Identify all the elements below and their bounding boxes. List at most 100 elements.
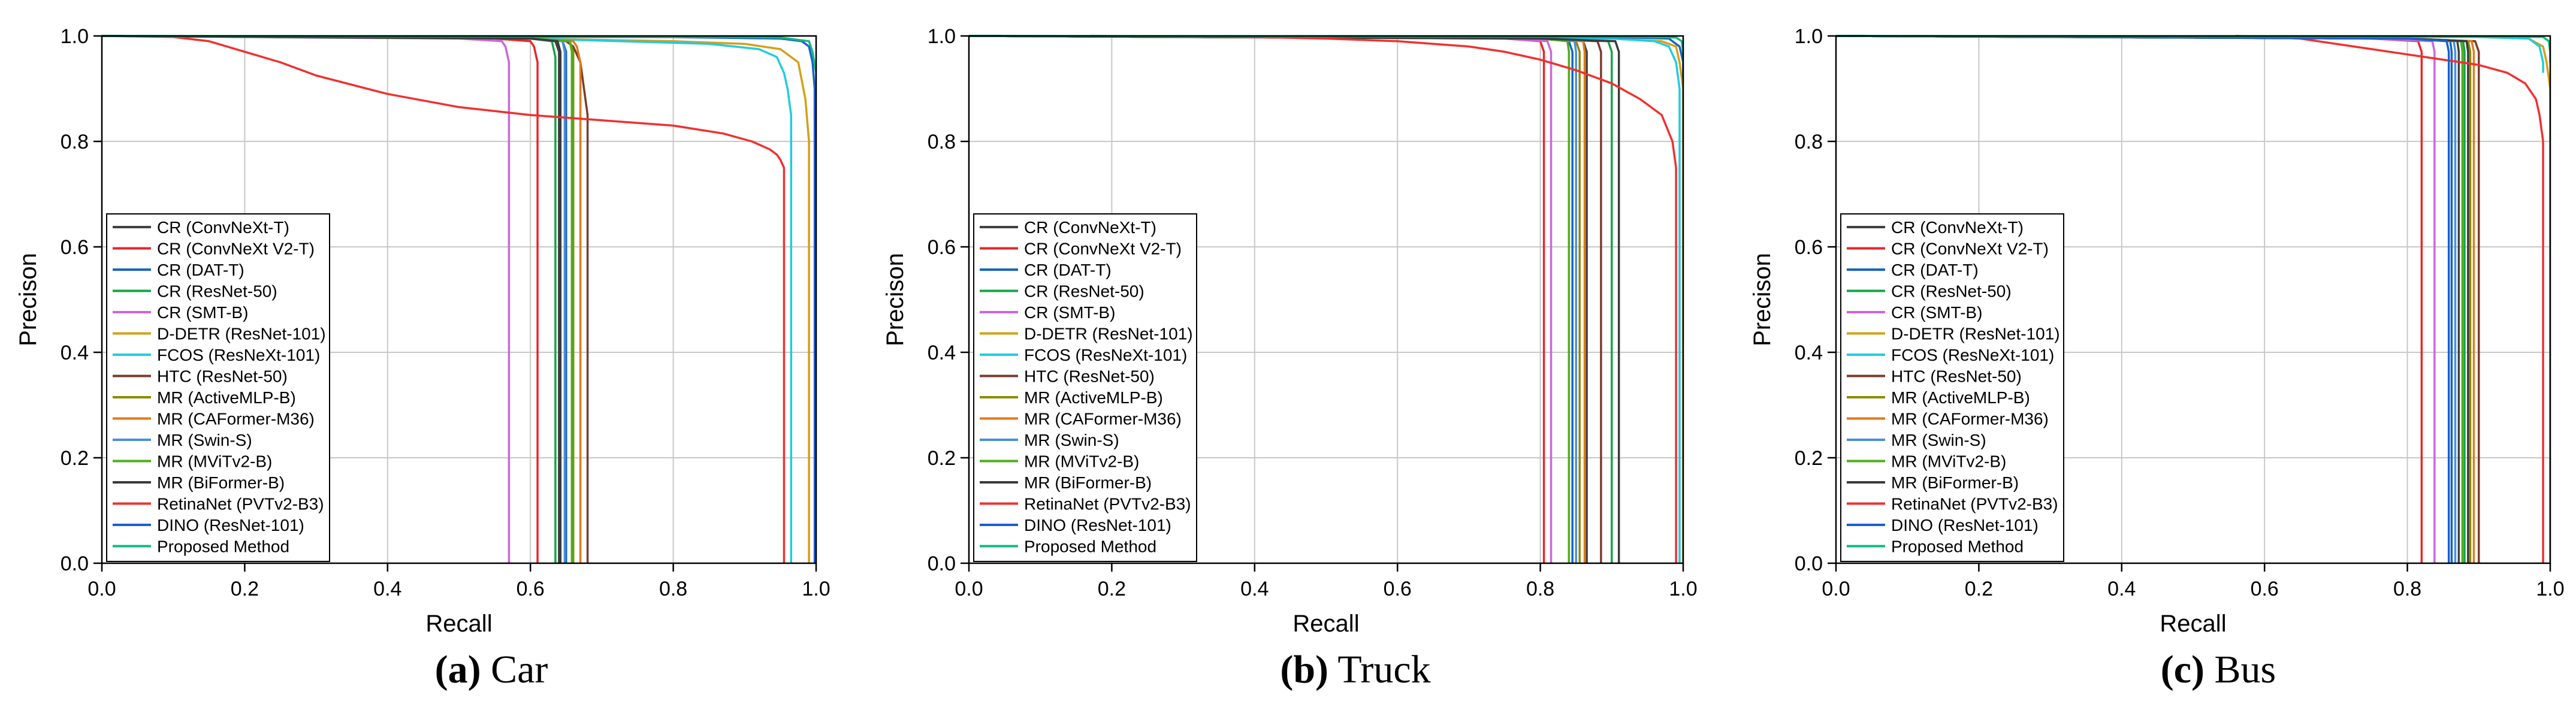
series-line-13 xyxy=(1090,35,1677,563)
legend-entry-0: CR (ConvNeXt-T) xyxy=(1024,218,1156,237)
y-axis-title: Precison xyxy=(882,253,908,346)
legend-entry-13: RetinaNet (PVTv2-B3) xyxy=(1024,495,1191,513)
legend-entry-4: CR (SMT-B) xyxy=(157,303,248,322)
legend-entry-9: MR (CAFormer-M36) xyxy=(1891,410,2049,428)
series-line-12 xyxy=(969,35,1620,563)
x-tick-label: 0.6 xyxy=(517,578,545,600)
series-line-6 xyxy=(102,35,793,563)
legend-entry-4: CR (SMT-B) xyxy=(1024,303,1115,322)
legend-entry-7: HTC (ResNet-50) xyxy=(157,367,288,386)
legend-entry-8: MR (ActiveMLP-B) xyxy=(1024,388,1163,407)
legend-entry-11: MR (MViTv2-B) xyxy=(1024,452,1139,471)
x-tick-label: 0.4 xyxy=(2107,578,2136,600)
legend-entry-7: HTC (ResNet-50) xyxy=(1891,367,2022,386)
legend-entry-14: DINO (ResNet-101) xyxy=(157,516,304,534)
y-tick-label: 0.8 xyxy=(928,131,956,153)
x-tick-label: 0.0 xyxy=(955,578,983,600)
caption-b-letter: (b) xyxy=(1280,648,1329,691)
y-tick-label: 1.0 xyxy=(61,25,89,48)
y-tick-label: 0.4 xyxy=(1795,342,1823,364)
legend-entry-11: MR (MViTv2-B) xyxy=(1891,452,2006,471)
x-axis-title: Recall xyxy=(2160,611,2226,637)
legend-entry-12: MR (BiFormer-B) xyxy=(1891,473,2019,492)
legend-entry-0: CR (ConvNeXt-T) xyxy=(157,218,289,237)
x-tick-label: 0.0 xyxy=(87,578,116,600)
series-line-14 xyxy=(1836,35,2450,563)
legend-entry-10: MR (Swin-S) xyxy=(1024,431,1119,449)
y-tick-label: 1.0 xyxy=(928,25,956,48)
legend-entry-1: CR (ConvNeXt V2-T) xyxy=(1024,240,1182,258)
y-tick-label: 0.6 xyxy=(928,236,956,259)
y-tick-label: 0.0 xyxy=(1795,552,1823,575)
x-axis-title: Recall xyxy=(425,611,492,637)
legend-entry-12: MR (BiFormer-B) xyxy=(1024,473,1152,492)
y-tick-label: 0.0 xyxy=(928,552,956,575)
caption-c-letter: (c) xyxy=(2160,648,2205,691)
legend-entry-8: MR (ActiveMLP-B) xyxy=(157,388,296,407)
chart-panel-c: 0.0 0.2 0.4 0.6 0.8 1.0 0.0 0.2 0.4 0.6 0.8 1.0 Reca… xyxy=(1749,25,2565,637)
legend-entry-1: CR (ConvNeXt V2-T) xyxy=(1891,240,2049,258)
legend-entry-4: CR (SMT-B) xyxy=(1891,303,1982,322)
x-tick-label: 0.8 xyxy=(2393,578,2421,600)
legend-entry-3: CR (ResNet-50) xyxy=(157,282,277,301)
y-tick-label: 0.4 xyxy=(928,342,956,364)
x-tick-label: 0.4 xyxy=(1240,578,1269,600)
legend-entry-6: FCOS (ResNeXt-101) xyxy=(157,346,320,364)
legend-entry-15: Proposed Method xyxy=(1891,537,2024,556)
legend-entry-1: CR (ConvNeXt V2-T) xyxy=(157,240,315,258)
caption-c: (c) Bus xyxy=(2039,647,2398,693)
legend-entry-10: MR (Swin-S) xyxy=(157,431,252,449)
plot-frame xyxy=(1835,35,2551,564)
legend-entry-12: MR (BiFormer-B) xyxy=(157,473,285,492)
y-axis-title: Precison xyxy=(15,253,41,346)
series-line-13 xyxy=(102,35,786,563)
x-tick-label: 0.2 xyxy=(1965,578,1993,600)
legend-entry-11: MR (MViTv2-B) xyxy=(157,452,272,471)
series-line-6 xyxy=(969,35,1681,563)
series-line-12 xyxy=(102,35,562,563)
y-tick-label: 0.6 xyxy=(61,236,89,259)
y-tick-label: 0.2 xyxy=(1795,447,1823,470)
legend-entry-15: Proposed Method xyxy=(157,537,289,556)
caption-a-text: Car xyxy=(481,648,548,691)
x-tick-label: 0.0 xyxy=(1822,578,1850,600)
y-tick-label: 0.2 xyxy=(928,447,956,470)
y-tick-label: 1.0 xyxy=(1795,25,1823,48)
x-tick-label: 0.8 xyxy=(659,578,687,600)
legend-entry-14: DINO (ResNet-101) xyxy=(1024,516,1171,534)
chart-panel-b: 0.0 0.2 0.4 0.6 0.8 1.0 0.0 0.2 0.4 0.6 0.8 1.0 Reca… xyxy=(882,25,1698,637)
chart-panel-a: 0.0 0.2 0.4 0.6 0.8 1.0 0.0 0.2 0.4 0.6 0.8 1.0 Reca… xyxy=(15,25,831,637)
legend-entry-13: RetinaNet (PVTv2-B3) xyxy=(1891,495,2058,513)
caption-c-text: Bus xyxy=(2204,648,2276,691)
y-tick-label: 0.6 xyxy=(1795,236,1823,259)
legend-entry-6: FCOS (ResNeXt-101) xyxy=(1891,346,2054,364)
legend-entry-14: DINO (ResNet-101) xyxy=(1891,516,2039,534)
legend-entry-2: CR (DAT-T) xyxy=(157,261,244,279)
x-axis-title: Recall xyxy=(1292,611,1359,637)
legend-entry-2: CR (DAT-T) xyxy=(1891,261,1979,279)
legend-entry-5: D-DETR (ResNet-101) xyxy=(157,325,326,343)
legend-entry-7: HTC (ResNet-50) xyxy=(1024,367,1155,386)
legend-entry-3: CR (ResNet-50) xyxy=(1891,282,2012,301)
legend-entry-9: MR (CAFormer-M36) xyxy=(157,410,315,428)
legend-entry-2: CR (DAT-T) xyxy=(1024,261,1112,279)
legend-entry-9: MR (CAFormer-M36) xyxy=(1024,410,1182,428)
x-tick-label: 1.0 xyxy=(2536,578,2564,600)
x-tick-label: 0.4 xyxy=(373,578,401,600)
x-tick-label: 1.0 xyxy=(1669,578,1697,600)
legend-entry-13: RetinaNet (PVTv2-B3) xyxy=(157,495,324,513)
y-tick-label: 0.8 xyxy=(1795,131,1823,153)
x-tick-label: 0.2 xyxy=(231,578,259,600)
y-tick-label: 0.0 xyxy=(61,552,89,575)
y-tick-label: 0.2 xyxy=(61,447,89,470)
x-tick-label: 0.6 xyxy=(2251,578,2279,600)
plot-frame xyxy=(968,35,1684,564)
legend-entry-10: MR (Swin-S) xyxy=(1891,431,1986,449)
x-tick-label: 1.0 xyxy=(802,578,830,600)
y-axis-title: Precison xyxy=(1749,253,1775,346)
legend-entry-5: D-DETR (ResNet-101) xyxy=(1891,325,2060,343)
y-tick-label: 0.4 xyxy=(61,342,89,364)
legend-entry-8: MR (ActiveMLP-B) xyxy=(1891,388,2030,407)
caption-b-text: Truck xyxy=(1328,648,1431,691)
